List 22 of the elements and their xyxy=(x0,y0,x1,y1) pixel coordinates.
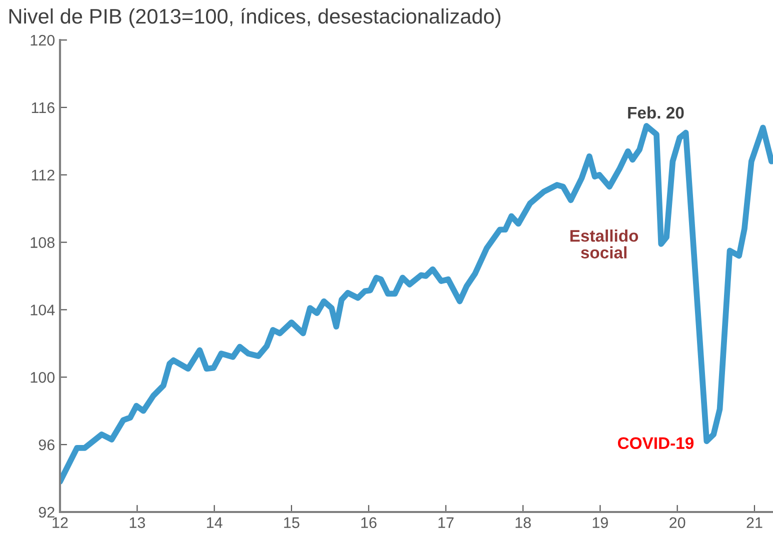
x-tick-label: 17 xyxy=(438,517,454,528)
x-tick-label: 16 xyxy=(361,517,376,528)
x-tick-label: 12 xyxy=(52,517,68,528)
x-tick-label: 21 xyxy=(746,517,762,528)
x-tick-label: 20 xyxy=(670,517,686,528)
y-tick-label: 112 xyxy=(32,170,54,180)
x-tick-label: 18 xyxy=(516,517,531,528)
annotation: Feb. 20 xyxy=(628,106,684,119)
y-tick-label: 100 xyxy=(30,372,55,383)
chart-title: Nivel de PIB (2013=100, índices, desestacionalizado) xyxy=(9,8,500,28)
annotation: Estallido social xyxy=(570,230,638,259)
x-tick-label: 14 xyxy=(207,517,222,528)
x-tick-label: 15 xyxy=(284,517,300,528)
x-tick-label: 19 xyxy=(592,517,608,528)
y-tick-label: 104 xyxy=(30,304,55,316)
annotation: COVID-19 xyxy=(618,437,694,450)
y-tick-label: 120 xyxy=(30,34,55,46)
x-tick-label: 13 xyxy=(130,517,145,528)
y-tick-label: 92 xyxy=(38,506,54,518)
y-tick-label: 116 xyxy=(32,102,54,114)
y-tick-label: 96 xyxy=(38,439,54,450)
y-tick-label: 108 xyxy=(30,237,54,248)
